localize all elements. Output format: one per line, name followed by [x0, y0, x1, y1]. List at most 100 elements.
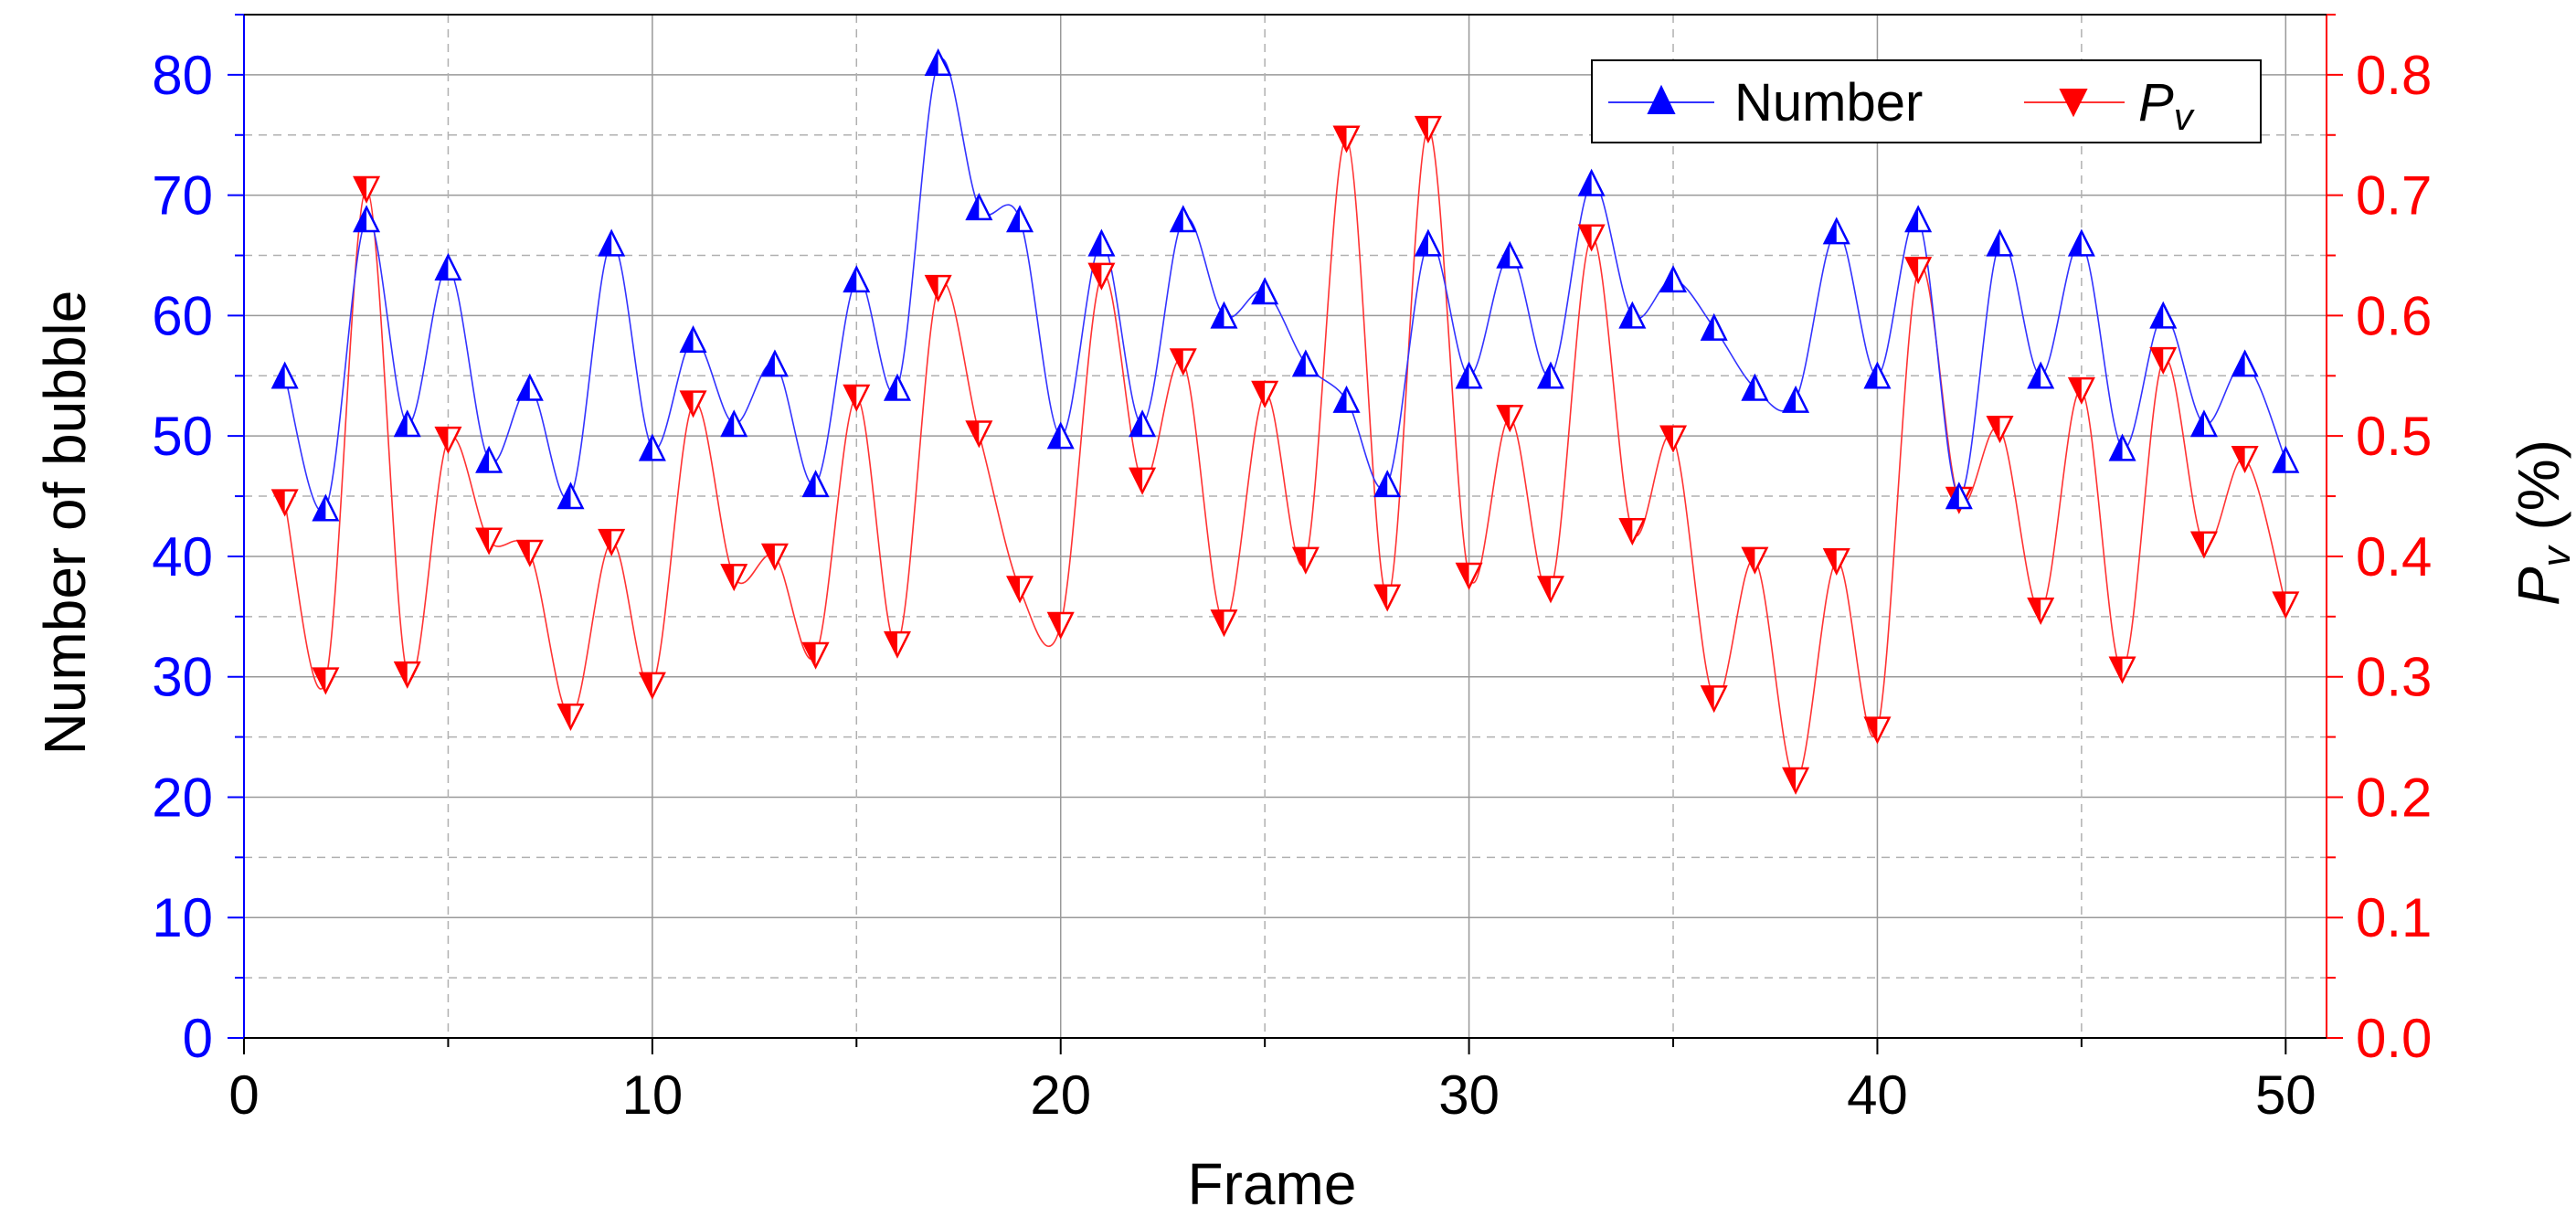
pv-point-fill [2232, 447, 2245, 471]
pv-point-fill [477, 528, 490, 553]
legend-pv-marker [2059, 89, 2088, 118]
right-y-tick-label: 0.5 [2356, 406, 2432, 467]
number-point-fill [1415, 231, 1428, 256]
pv-point-fill [1130, 468, 1143, 492]
pv-point-fill [1906, 258, 1919, 282]
left-y-tick-label: 0 [183, 1008, 213, 1069]
number-point-fill [313, 496, 326, 521]
number-point-fill [1906, 207, 1919, 231]
number-point-fill [558, 484, 571, 509]
pv-point-fill [1253, 382, 1266, 407]
number-point-fill [762, 352, 775, 376]
number-point-fill [885, 376, 897, 400]
number-point-fill [722, 412, 735, 436]
number-point-fill [1538, 364, 1551, 388]
left-y-tick-label: 80 [152, 45, 213, 106]
pv-point-fill [2274, 592, 2286, 617]
grid [244, 15, 2327, 1038]
number-point-fill [1661, 267, 1674, 291]
number-point-fill [640, 436, 652, 460]
number-point-fill [1008, 207, 1021, 231]
right-y-tick-label: 0.0 [2356, 1008, 2432, 1069]
pv-point-fill [1293, 547, 1306, 572]
pv-point-fill [558, 704, 571, 729]
number-point-fill [2151, 303, 2164, 328]
right-y-tick-label: 0.2 [2356, 767, 2432, 828]
number-point-fill [1579, 171, 1592, 196]
number-point-fill [1824, 219, 1837, 244]
left-y-axis-title: Number of bubble [32, 291, 98, 756]
pv-point-fill [803, 642, 816, 667]
pv-point-fill [1375, 585, 1388, 609]
pv-point-fill [599, 530, 612, 555]
right-y-axis-title-main: P [2506, 566, 2571, 606]
number-point-fill [681, 327, 694, 352]
pv-point-fill [1457, 564, 1469, 588]
left-y-tick-label: 10 [152, 887, 213, 948]
right-y-tick-label: 0.7 [2356, 165, 2432, 227]
pv-point-fill [967, 421, 980, 446]
pv-point-fill [2151, 348, 2164, 373]
legend-number-label: Number [1734, 73, 1923, 132]
number-point-fill [2232, 352, 2245, 376]
number-point-fill [517, 376, 530, 400]
pv-point-fill [1620, 519, 1633, 544]
right-y-tick-label: 0.3 [2356, 647, 2432, 708]
pv-point-fill [844, 386, 857, 410]
pv-point-fill [1538, 577, 1551, 601]
right-y-tick-label: 0.6 [2356, 285, 2432, 346]
right-y-tick-label: 0.8 [2356, 45, 2432, 106]
number-point-fill [1048, 424, 1061, 449]
left-y-tick-label: 20 [152, 767, 213, 828]
pv-series-line [283, 128, 2287, 781]
pv-point-fill [272, 490, 285, 514]
pv-point-fill [2110, 657, 2123, 682]
number-point-fill [2069, 231, 2082, 256]
number-point-fill [1130, 412, 1143, 436]
number-point-fill [1988, 231, 2000, 256]
pv-point-fill [395, 662, 408, 687]
pv-point-fill [1865, 717, 1878, 742]
left-y-tick-label: 60 [152, 285, 213, 346]
legend-pv-label-sub: v [2174, 95, 2196, 138]
right-y-axis-title-unit: (%) [2506, 439, 2571, 546]
left-y-tick-label: 40 [152, 526, 213, 588]
pv-point-fill [762, 544, 775, 568]
pv-point-fill [1498, 406, 1511, 430]
number-point-fill [395, 412, 408, 436]
number-point-fill [436, 255, 449, 280]
number-point-fill [2110, 436, 2123, 460]
pv-point-fill [1784, 768, 1797, 793]
number-point-fill [1253, 280, 1266, 304]
number-point-fill [1457, 364, 1469, 388]
number-point-fill [1293, 352, 1306, 376]
pv-point-fill [1579, 225, 1592, 249]
axes: 0 10 20 30 40 50 0 10 20 30 40 50 60 70 80 0.0 0.1 0.2 0.3… [152, 14, 2432, 1126]
pv-point-fill [1415, 117, 1428, 142]
pv-point-fill [885, 632, 897, 657]
pv-point-fill [1824, 549, 1837, 574]
pv-point-fill [2029, 598, 2041, 623]
pv-point-fill [517, 540, 530, 565]
number-point-fill [599, 231, 612, 256]
number-point-fill [1375, 471, 1388, 496]
number-point-fill [844, 267, 857, 291]
x-tick-label: 10 [621, 1064, 683, 1126]
legend-pv-label-main: P [2138, 73, 2174, 132]
left-y-tick-label: 30 [152, 647, 213, 708]
series-layer [270, 48, 2300, 795]
number-point-fill [2029, 364, 2041, 388]
pv-point-fill [1334, 126, 1347, 151]
number-point-fill [1784, 387, 1797, 412]
number-point-fill [355, 207, 367, 231]
right-y-tick-label: 0.4 [2356, 526, 2432, 588]
right-y-axis-title-sub: v [2534, 544, 2576, 566]
pv-point-fill [1008, 577, 1021, 601]
number-point-fill [1865, 364, 1878, 388]
pv-point-fill [1048, 613, 1061, 638]
x-axis-title: Frame [1188, 1151, 1357, 1217]
pv-point-fill [1743, 547, 1755, 572]
x-tick-label: 0 [228, 1064, 259, 1126]
pv-point-fill [640, 672, 652, 697]
